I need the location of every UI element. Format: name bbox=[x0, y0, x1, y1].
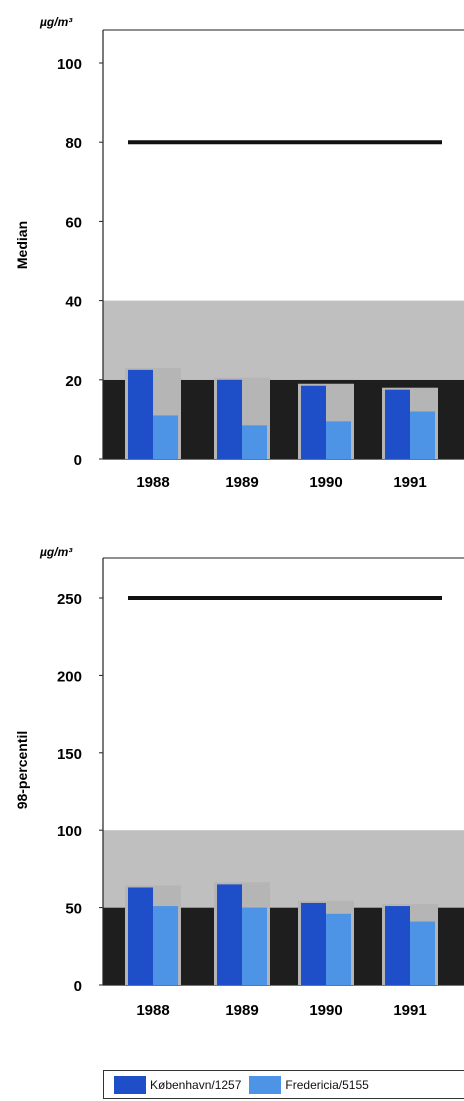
y-tick-label: 80 bbox=[65, 135, 82, 152]
bar-fredericia-1988-1 bbox=[153, 415, 178, 459]
x-tick-label-1988: 1988 bbox=[136, 474, 169, 491]
x-tick-label-1988: 1988 bbox=[136, 1002, 169, 1019]
bar-fredericia-1991-2 bbox=[410, 921, 435, 985]
legend: København/1257 Fredericia/5155 bbox=[103, 1070, 464, 1099]
legend-label-kobenhavn: København/1257 bbox=[150, 1077, 242, 1092]
bar-fredericia-1989-1 bbox=[242, 425, 267, 459]
x-tick-label-1990: 1990 bbox=[309, 1002, 342, 1019]
bar-fredericia-1990-1 bbox=[326, 421, 351, 459]
x-tick-label-1989: 1989 bbox=[225, 1002, 258, 1019]
bar-kobenhavn-1990-1 bbox=[301, 385, 326, 459]
legend-item-kobenhavn: København/1257 bbox=[114, 1075, 242, 1094]
legend-swatch-kobenhavn bbox=[114, 1075, 146, 1094]
bar-fredericia-1989-2 bbox=[242, 907, 267, 985]
legend-item-fredericia: Fredericia/5155 bbox=[249, 1075, 369, 1094]
bar-kobenhavn-1990-2 bbox=[301, 902, 326, 985]
bar-fredericia-1991-1 bbox=[410, 411, 435, 459]
background-band-1-2 bbox=[103, 300, 464, 380]
y-axis-title-2: 98-percentil bbox=[14, 731, 30, 810]
y-tick-label: 20 bbox=[65, 373, 82, 390]
y-tick-label: 250 bbox=[57, 591, 82, 608]
bar-kobenhavn-1989-2 bbox=[217, 884, 242, 985]
y-tick-label: 100 bbox=[57, 56, 82, 73]
y-tick-label: 0 bbox=[74, 978, 82, 995]
y-tick-label: 50 bbox=[65, 901, 82, 918]
y-tick-label: 40 bbox=[65, 294, 82, 311]
unit-label-1: µg/m³ bbox=[39, 15, 73, 29]
x-tick-label-1989: 1989 bbox=[225, 474, 258, 491]
legend-label-fredericia: Fredericia/5155 bbox=[285, 1077, 369, 1092]
y-tick-label: 200 bbox=[57, 668, 82, 685]
y-tick-label: 150 bbox=[57, 746, 82, 763]
y-tick-label: 0 bbox=[74, 452, 82, 469]
y-tick-label: 60 bbox=[65, 214, 82, 231]
y-axis-title-1: Median bbox=[14, 221, 30, 269]
bar-fredericia-1988-2 bbox=[153, 906, 178, 985]
x-tick-label-1991: 1991 bbox=[393, 1002, 426, 1019]
y-tick-label: 100 bbox=[57, 823, 82, 840]
bar-kobenhavn-1991-2 bbox=[385, 906, 410, 985]
bar-kobenhavn-1988-2 bbox=[128, 887, 153, 985]
x-tick-label-1990: 1990 bbox=[309, 474, 342, 491]
bar-kobenhavn-1988-1 bbox=[128, 369, 153, 459]
legend-swatch-fredericia bbox=[249, 1075, 282, 1094]
unit-label-2: µg/m³ bbox=[39, 545, 73, 559]
bar-kobenhavn-1989-1 bbox=[217, 379, 242, 459]
bar-kobenhavn-1991-1 bbox=[385, 389, 410, 459]
x-tick-label-1991: 1991 bbox=[393, 474, 426, 491]
bar-fredericia-1990-2 bbox=[326, 913, 351, 985]
